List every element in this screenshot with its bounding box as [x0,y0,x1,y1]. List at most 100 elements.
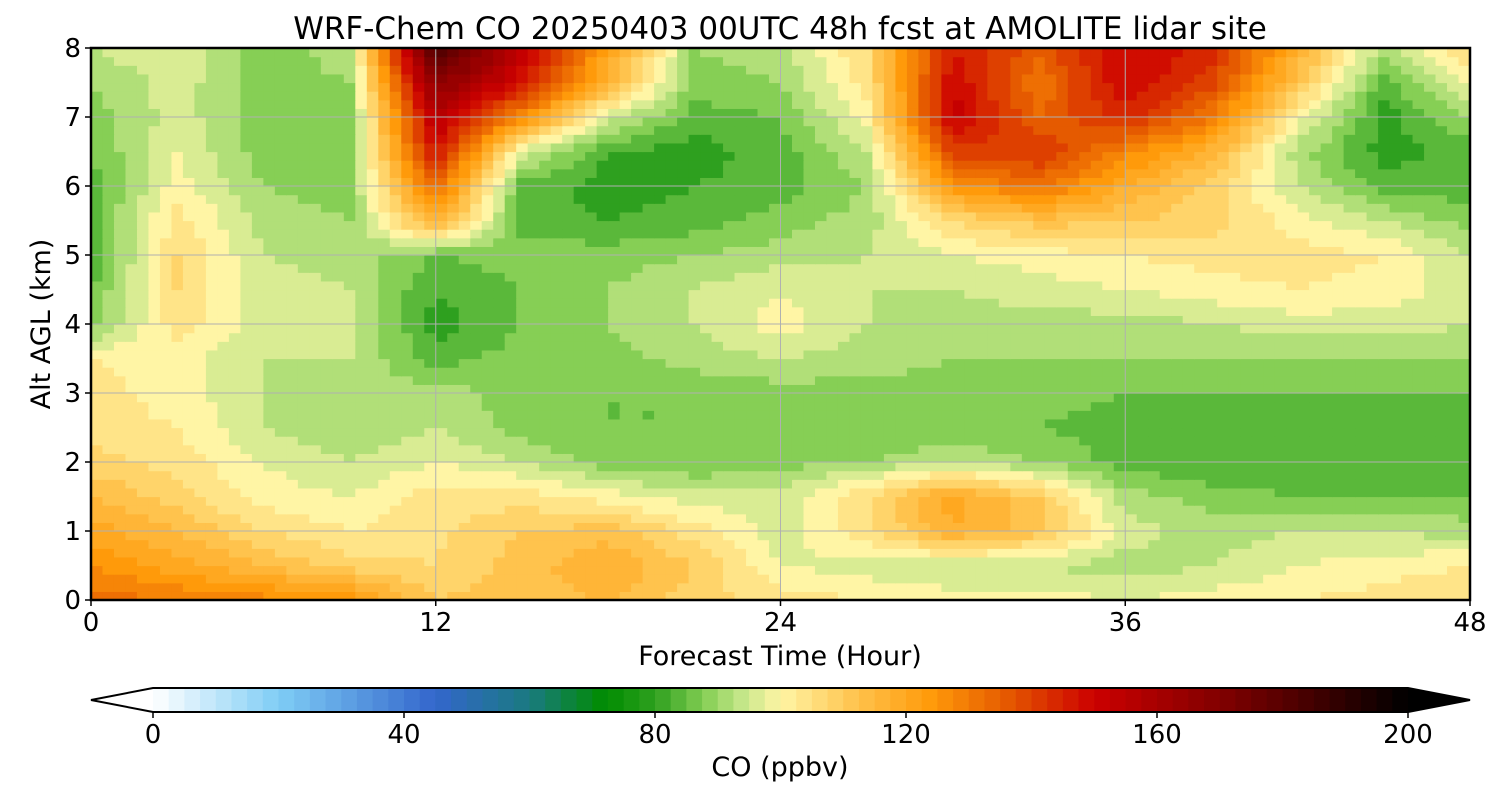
heatmap-cell [91,349,104,360]
heatmap-cell [814,513,828,523]
heatmap-cell [527,332,540,342]
heatmap-cell [389,263,402,273]
heatmap-cell [1251,444,1264,454]
heatmap-cell [516,263,529,273]
heatmap-cell [723,393,736,403]
heatmap-cell [964,358,977,368]
heatmap-cell [562,479,575,489]
heatmap-cell [1366,505,1379,515]
heatmap-cell [1148,591,1161,600]
heatmap-cell [171,522,184,532]
heatmap-cell [504,375,517,385]
heatmap-cell [550,427,563,437]
heatmap-cell [1044,280,1057,291]
heatmap-cell [1366,427,1379,437]
heatmap-cell [791,531,805,541]
heatmap-cell [1240,574,1253,584]
heatmap-cell [1090,272,1103,282]
heatmap-cell [550,470,563,480]
heatmap-cell [1332,324,1345,334]
heatmap-cell [182,418,196,429]
heatmap-cell [608,513,621,523]
heatmap-cell [998,522,1011,532]
heatmap-cell [1458,341,1470,351]
heatmap-cell [1033,556,1046,567]
heatmap-cell [734,522,747,532]
heatmap-cell [1044,582,1057,592]
heatmap-cell [780,462,793,472]
heatmap-cell [424,375,437,385]
heatmap-cell [251,375,264,385]
heatmap-cell [1136,591,1149,600]
heatmap-cell [700,263,713,273]
heatmap-cell [424,539,437,549]
heatmap-cell [447,453,460,463]
heatmap-cell [217,531,230,541]
heatmap-cell [1125,401,1138,411]
heatmap-cell [435,591,448,600]
heatmap-cell [975,548,988,558]
heatmap-cell [1228,384,1241,394]
heatmap-cell [1297,280,1310,291]
heatmap-cell [205,246,219,256]
heatmap-cell [366,470,379,480]
heatmap-cell [860,246,874,256]
heatmap-cell [217,263,230,273]
heatmap-cell [412,298,425,308]
heatmap-cell [1044,263,1057,273]
heatmap-cell [504,367,517,377]
heatmap-cell [1021,556,1034,567]
heatmap-cell [297,237,310,247]
heatmap-cell [1148,298,1161,308]
heatmap-cell [286,444,299,454]
heatmap-cell [1217,315,1230,325]
heatmap-cell [1343,574,1356,584]
heatmap-cell [182,306,196,316]
heatmap-cell [401,436,414,446]
heatmap-cell [1309,393,1322,403]
heatmap-cell [1228,280,1241,291]
heatmap-cell [711,272,724,282]
heatmap-cell [447,574,460,584]
heatmap-cell [1343,375,1356,385]
heatmap-cell [791,375,805,385]
heatmap-cell [918,280,931,291]
heatmap-cell [412,513,425,523]
heatmap-cell [895,358,908,368]
heatmap-cell [1136,324,1149,334]
heatmap-cell [895,255,908,265]
heatmap-cell [217,505,230,515]
heatmap-cell [918,384,931,394]
heatmap-cell [918,418,931,429]
heatmap-cell [585,315,598,325]
heatmap-cell [642,487,655,498]
heatmap-cell [205,479,219,489]
heatmap-cell [642,272,655,282]
heatmap-cell [700,237,713,247]
heatmap-cell [1113,556,1126,567]
heatmap-cell [481,436,494,446]
heatmap-cell [1125,324,1138,334]
heatmap-cell [171,574,184,584]
heatmap-cell [688,315,701,325]
heatmap-cell [952,358,965,368]
heatmap-cell [1021,393,1034,403]
heatmap-cell [1228,401,1241,411]
heatmap-cell [769,263,782,273]
heatmap-cell [1412,306,1425,316]
heatmap-cell [171,453,184,463]
heatmap-cell [516,470,529,480]
heatmap-cell [711,444,724,454]
heatmap-cell [883,341,897,351]
heatmap-cell [1056,556,1069,567]
heatmap-cell [412,349,425,360]
heatmap-cell [148,522,161,532]
heatmap-cell [1136,263,1149,273]
heatmap-cell [860,565,874,575]
heatmap-cell [1079,384,1092,394]
heatmap-cell [906,418,919,429]
heatmap-cell [585,280,598,291]
heatmap-cell [1332,410,1345,420]
heatmap-cell [332,574,345,584]
heatmap-cell [1136,427,1149,437]
